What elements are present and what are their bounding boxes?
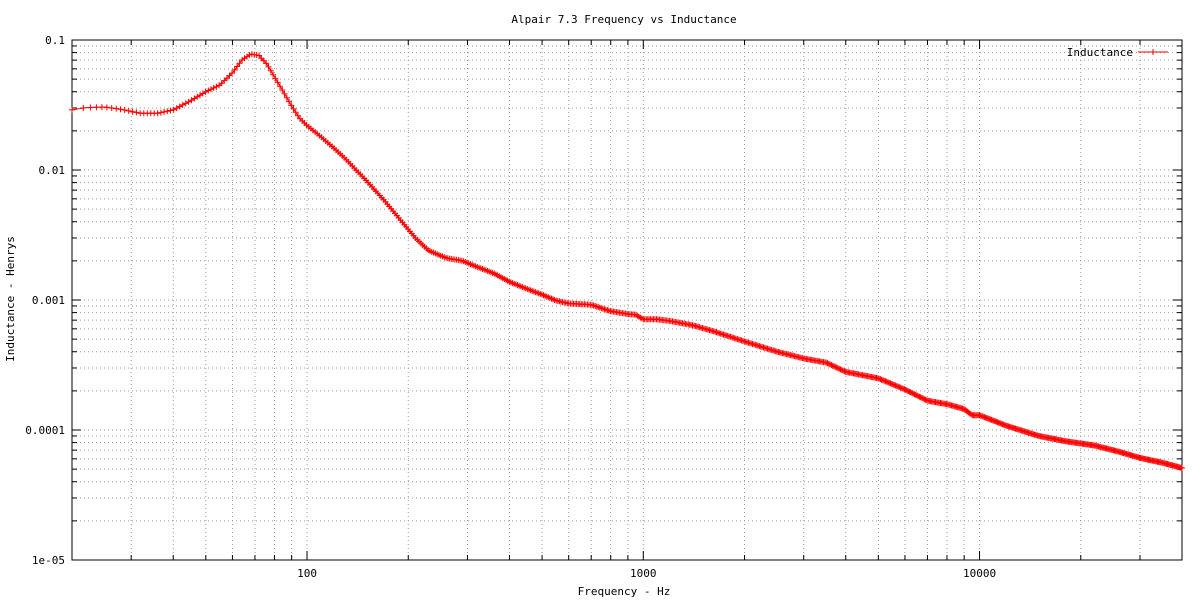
- data-point-marker: [274, 79, 281, 86]
- data-point-marker: [108, 105, 115, 111]
- data-point-marker: [834, 365, 841, 372]
- data-point-marker: [841, 368, 848, 375]
- data-point-marker: [288, 102, 295, 109]
- data-point-marker: [129, 108, 136, 115]
- data-point-marker: [294, 112, 301, 119]
- y-tick-label: 1e-05: [32, 554, 65, 567]
- data-point-marker: [93, 104, 100, 111]
- data-point-marker: [267, 67, 274, 74]
- data-point-marker: [154, 110, 161, 117]
- data-point-marker: [113, 105, 120, 112]
- y-tick-label: 0.001: [32, 294, 65, 307]
- data-point-marker: [265, 63, 272, 70]
- data-point-marker: [828, 362, 835, 368]
- x-tick-label: 1000: [630, 567, 657, 580]
- data-point-marker: [840, 367, 847, 374]
- grid: [72, 40, 1182, 560]
- data-point-marker: [210, 84, 217, 91]
- axis-ticks: 100 1000 10000 0.1 0.01 0.001 0.0001 1e-05: [25, 34, 1182, 580]
- data-point-marker: [272, 75, 279, 82]
- data-point-marker: [825, 360, 832, 367]
- data-point-marker: [170, 106, 177, 113]
- x-tick-label: 10000: [963, 567, 996, 580]
- data-point-marker: [69, 106, 75, 113]
- data-point-marker: [277, 83, 283, 90]
- data-point-marker: [281, 90, 288, 97]
- y-tick-label: 0.01: [39, 164, 66, 177]
- data-point-marker: [164, 108, 171, 115]
- data-point-marker: [263, 60, 270, 67]
- data-point-marker: [103, 104, 110, 111]
- data-point-marker: [133, 109, 140, 116]
- legend-label-inductance: Inductance: [1067, 46, 1133, 59]
- data-point-marker: [218, 80, 225, 87]
- data-point-marker: [827, 361, 834, 368]
- data-point-marker: [229, 70, 235, 77]
- x-tick-label: 100: [297, 567, 317, 580]
- data-point-marker: [290, 105, 297, 112]
- data-point-marker: [167, 107, 174, 114]
- data-point-marker: [837, 366, 844, 373]
- chart-title: Alpair 7.3 Frequency vs Inductance: [511, 13, 736, 26]
- series-layer: [69, 51, 1185, 471]
- data-point-marker: [161, 108, 168, 115]
- data-point-marker: [117, 106, 124, 113]
- data-point-marker: [833, 364, 840, 371]
- y-tick-label: 0.1: [45, 34, 65, 47]
- data-point-marker: [236, 60, 243, 67]
- data-point-marker: [292, 109, 299, 116]
- data-point-marker: [231, 66, 238, 73]
- data-point-marker: [283, 94, 290, 101]
- data-point-marker: [205, 87, 212, 94]
- data-point-marker: [80, 105, 87, 111]
- data-point-marker: [234, 63, 241, 70]
- y-tick-label: 0.0001: [25, 424, 65, 437]
- data-point-marker: [157, 109, 164, 116]
- data-point-marker: [202, 88, 209, 95]
- data-point-marker: [279, 87, 286, 93]
- data-point-marker: [824, 360, 831, 367]
- data-point-marker: [831, 363, 837, 370]
- data-point-marker: [836, 365, 843, 372]
- legend-marker: [1150, 49, 1156, 55]
- data-point-marker: [87, 104, 94, 111]
- data-point-marker: [286, 98, 292, 105]
- data-point-marker: [121, 107, 128, 113]
- y-axis-label: Inductance - Henrys: [4, 236, 17, 362]
- data-point-marker: [208, 86, 214, 93]
- x-axis-label: Frequency - Hz: [578, 585, 671, 598]
- series-inductance: [69, 51, 1185, 471]
- data-point-marker: [270, 71, 277, 78]
- data-point-marker: [832, 363, 839, 370]
- data-point-marker: [1179, 465, 1185, 471]
- data-point-marker: [125, 107, 132, 114]
- data-point-marker: [213, 83, 220, 90]
- legend: Inductance: [1067, 46, 1168, 59]
- data-point-marker: [823, 359, 830, 366]
- data-point-marker: [829, 362, 836, 369]
- data-point-marker: [838, 367, 845, 373]
